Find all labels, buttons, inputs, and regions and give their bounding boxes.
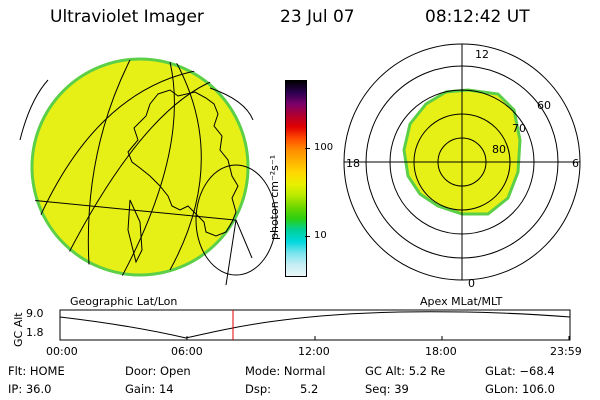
altitude-frame [59,309,571,341]
coastline [127,89,239,237]
colorbar-tick-10 [305,236,310,237]
gain-value: Gain: 14 [125,382,174,396]
colorbar-label-100: 100 [314,142,334,153]
colorbar [285,80,307,277]
geo-panel-label: Geographic Lat/Lon [70,295,178,308]
mlt-label-0: 0 [468,277,475,290]
altitude-xtick-0000: 00:00 [46,345,78,358]
mlat-label-60: 60 [537,99,551,112]
mlat-label-80: 80 [492,143,506,156]
mlat-label-70: 70 [512,122,526,135]
mlt-label-18: 18 [346,157,360,170]
mode-status: Mode: Normal [245,364,326,378]
altitude-curve [59,311,571,339]
coastline-south [127,199,143,264]
observation-time: 08:12:42 UT [425,7,530,27]
altitude-xtick-1200: 12:00 [298,345,330,358]
altitude-xtick-0600: 06:00 [171,345,203,358]
polar-panel-label: Apex MLat/MLT [420,295,503,308]
altitude-ylabel: GC Alt [12,312,25,347]
dsp-label: Dsp: [245,382,272,396]
door-status: Door: Open [125,364,191,378]
altitude-x-ticks [59,336,570,340]
gc-altitude: GC Alt: 5.2 Re [365,364,446,378]
polar-grid [343,43,581,281]
flight-status: Flt: HOME [8,364,65,378]
geo-longitude: GLon: 106.0 [485,382,555,396]
dsp-value: 5.2 [300,382,319,396]
mlt-label-12: 12 [475,48,489,61]
colorbar-tick-100 [305,148,310,149]
polar-plot [343,43,581,281]
grid-extensions [19,79,277,286]
geographic-map [19,57,277,286]
colorbar-unit: photon cm⁻²s⁻¹ [268,154,281,240]
sequence-number: Seq: 39 [365,382,409,396]
altitude-xtick-1800: 18:00 [425,345,457,358]
altitude-ymax: 9.0 [26,307,44,320]
lat-lon-grid [30,59,250,277]
observation-date: 23 Jul 07 [280,7,355,27]
ip-value: IP: 36.0 [8,382,52,396]
colorbar-label-10: 10 [314,230,327,241]
geo-latitude: GLat: −68.4 [485,364,555,378]
altitude-ymin: 1.8 [26,326,44,339]
altitude-plot [59,309,571,341]
mlt-label-6: 6 [572,157,579,170]
instrument-title: Ultraviolet Imager [50,7,204,27]
altitude-xtick-2359: 23:59 [550,345,582,358]
auroral-disk [30,57,250,277]
